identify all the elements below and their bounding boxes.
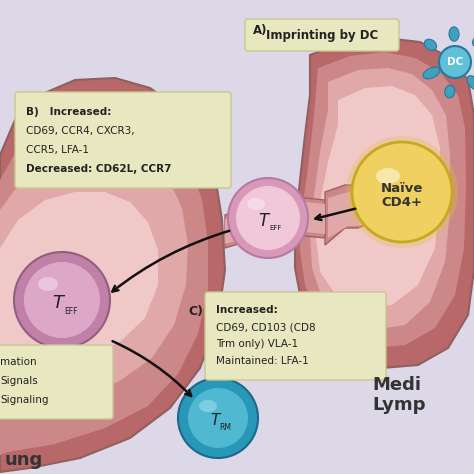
Polygon shape (328, 192, 376, 238)
Text: $T$: $T$ (258, 212, 272, 230)
Text: DC: DC (447, 57, 463, 67)
Text: CD69, CCR4, CXCR3,: CD69, CCR4, CXCR3, (26, 126, 135, 136)
Circle shape (188, 388, 248, 448)
Polygon shape (325, 185, 380, 245)
Circle shape (228, 178, 308, 258)
Polygon shape (0, 78, 225, 472)
Text: Signals: Signals (0, 376, 38, 386)
FancyBboxPatch shape (245, 19, 399, 51)
Text: mation: mation (0, 357, 36, 367)
Polygon shape (0, 110, 208, 455)
Text: CD69, CD103 (CD8: CD69, CD103 (CD8 (216, 322, 316, 332)
Text: $T$: $T$ (52, 294, 66, 312)
Text: Lymp: Lymp (372, 396, 426, 414)
FancyBboxPatch shape (15, 92, 231, 188)
Text: CD4+: CD4+ (382, 197, 422, 210)
Text: C): C) (188, 306, 203, 319)
Ellipse shape (247, 198, 265, 210)
Circle shape (236, 186, 300, 250)
Ellipse shape (423, 67, 440, 79)
Text: B)   Increased:: B) Increased: (26, 107, 111, 117)
Polygon shape (225, 198, 325, 248)
Text: A): A) (253, 24, 267, 36)
Ellipse shape (38, 277, 58, 291)
Circle shape (24, 262, 100, 338)
Text: Maintained: LFA-1: Maintained: LFA-1 (216, 356, 309, 366)
Text: RM: RM (219, 422, 231, 431)
Text: $T$: $T$ (210, 412, 222, 428)
FancyBboxPatch shape (0, 345, 113, 419)
Text: Decreased: CD62L, CCR7: Decreased: CD62L, CCR7 (26, 164, 172, 174)
Text: CCR5, LFA-1: CCR5, LFA-1 (26, 145, 89, 155)
Ellipse shape (199, 400, 217, 412)
Ellipse shape (467, 76, 474, 90)
Polygon shape (0, 148, 188, 412)
Ellipse shape (472, 34, 474, 47)
Polygon shape (310, 68, 450, 330)
Polygon shape (295, 38, 474, 368)
Circle shape (178, 378, 258, 458)
Text: Imprinting by DC: Imprinting by DC (266, 28, 378, 42)
Ellipse shape (425, 39, 436, 50)
Text: EFF: EFF (270, 225, 282, 231)
Circle shape (352, 142, 452, 242)
Text: EFF: EFF (64, 307, 78, 316)
Text: Naïve: Naïve (381, 182, 423, 194)
Circle shape (14, 252, 110, 348)
Text: Signaling: Signaling (0, 395, 48, 405)
Ellipse shape (445, 85, 455, 98)
Polygon shape (300, 52, 466, 348)
Text: Medi: Medi (372, 376, 421, 394)
Polygon shape (316, 86, 440, 308)
Polygon shape (225, 202, 325, 244)
Ellipse shape (376, 168, 400, 184)
Text: Trm only) VLA-1: Trm only) VLA-1 (216, 339, 298, 349)
Ellipse shape (449, 25, 459, 43)
FancyBboxPatch shape (205, 292, 386, 380)
Circle shape (439, 46, 471, 78)
Text: ung: ung (5, 451, 43, 469)
Text: Increased:: Increased: (216, 305, 278, 315)
Circle shape (346, 136, 458, 248)
Polygon shape (0, 192, 158, 368)
